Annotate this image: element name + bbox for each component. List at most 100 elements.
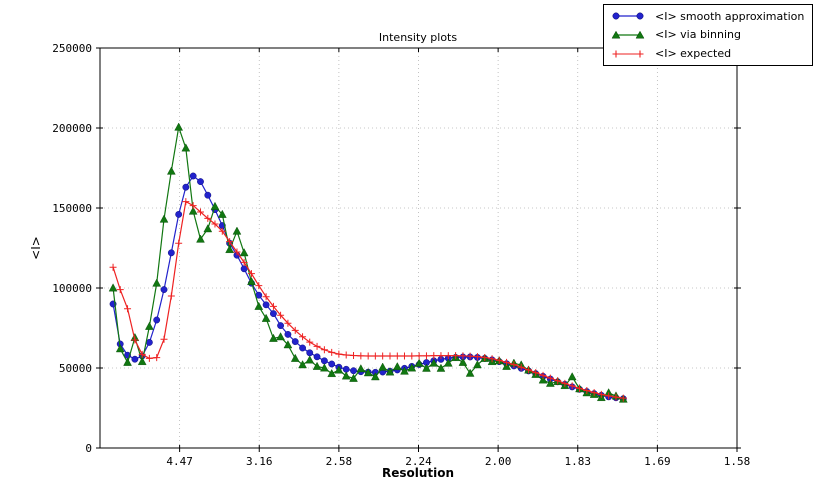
data-point-circle [284, 330, 292, 338]
data-point-triangle [167, 166, 176, 175]
data-point-triangle [159, 214, 169, 223]
data-point-plus [211, 220, 219, 228]
data-point-plus [247, 270, 255, 278]
data-point-circle [160, 286, 168, 293]
data-point-plus [269, 302, 277, 310]
data-point-plus [408, 352, 416, 360]
data-point-triangle [356, 364, 366, 373]
data-point-circle [350, 367, 357, 375]
data-point-plus [539, 371, 547, 379]
x-tick-label: 2.00 [485, 455, 512, 468]
data-point-plus [277, 311, 285, 319]
data-point-plus [597, 390, 605, 398]
data-point-circle [182, 183, 190, 191]
data-point-circle [167, 249, 175, 257]
data-point-triangle [276, 332, 285, 341]
data-point-triangle [225, 244, 234, 253]
data-point-circle [313, 353, 321, 361]
data-point-plus [495, 356, 503, 364]
data-point-triangle [363, 368, 373, 377]
data-point-circle [277, 322, 284, 329]
y-tick-label: 250000 [52, 42, 92, 55]
data-point-circle [328, 360, 336, 368]
data-point-circle [320, 357, 328, 365]
legend-marker-smooth-approximation-icon [612, 12, 644, 20]
data-point-plus [619, 394, 627, 402]
data-point-triangle [567, 372, 577, 381]
data-point-triangle [290, 353, 300, 362]
data-point-circle [197, 178, 204, 186]
data-point-triangle [473, 360, 482, 369]
data-point-plus [335, 350, 343, 358]
x-axis-label: Resolution [382, 466, 454, 480]
legend-item-label: <I> via binning [655, 28, 741, 42]
grid-layer [100, 48, 738, 448]
data-point-plus [510, 361, 518, 369]
data-point-plus [473, 353, 481, 361]
data-point-plus [444, 352, 452, 360]
data-point-plus [299, 333, 307, 341]
data-point-triangle [341, 371, 351, 380]
data-point-triangle [429, 358, 439, 367]
data-point-plus [240, 258, 248, 266]
data-point-plus [525, 366, 533, 374]
x-tick-label: 1.58 [724, 455, 751, 468]
y-tick-label: 0 [85, 442, 92, 455]
data-point-plus [196, 208, 204, 216]
data-point-plus [233, 248, 241, 256]
data-point-triangle [327, 368, 337, 377]
data-point-plus [481, 353, 489, 361]
y-tick-label: 50000 [59, 362, 92, 375]
data-point-plus [371, 352, 379, 360]
data-point-plus [568, 382, 576, 390]
y-tick-label: 200000 [52, 122, 92, 135]
data-point-triangle [378, 362, 388, 371]
data-point-plus [342, 351, 350, 359]
data-point-triangle [145, 321, 154, 330]
data-point-plus [503, 358, 511, 366]
data-point-plus [138, 350, 146, 358]
data-point-triangle [217, 209, 227, 218]
data-point-triangle [115, 344, 125, 353]
data-point-plus [124, 305, 132, 313]
data-point-plus [109, 263, 117, 271]
data-point-plus [364, 352, 372, 360]
data-point-plus [488, 355, 496, 363]
data-point-plus [291, 326, 299, 334]
data-point-circle [306, 349, 314, 357]
data-point-plus [583, 387, 591, 395]
data-point-plus [204, 214, 212, 222]
data-point-circle [204, 191, 212, 199]
data-point-triangle [283, 340, 293, 349]
data-point-circle [291, 338, 299, 345]
y-axis-label: <I> [29, 236, 43, 260]
data-point-triangle [436, 363, 446, 372]
data-point-plus [430, 352, 438, 360]
x-tick-label: 1.69 [644, 455, 671, 468]
data-point-triangle [247, 276, 256, 285]
data-point-triangle [392, 362, 402, 371]
x-tick-label: 4.47 [166, 455, 193, 468]
data-point-triangle [320, 363, 329, 372]
data-point-plus [466, 352, 474, 360]
data-point-triangle [108, 283, 118, 292]
legend: <I> smooth approximation <I> via binning… [603, 4, 813, 66]
data-point-triangle [123, 357, 132, 366]
y-tick-label: 150000 [52, 202, 92, 215]
data-point-triangle [385, 367, 395, 376]
data-point-plus [182, 198, 190, 206]
data-point-plus [131, 336, 139, 344]
data-point-triangle [305, 355, 315, 364]
data-point-triangle [334, 365, 344, 374]
data-point-triangle [152, 278, 162, 287]
legend-item-label: <I> smooth approximation [655, 9, 805, 23]
data-point-plus [532, 369, 540, 377]
data-point-plus [459, 352, 467, 360]
data-point-plus [218, 227, 226, 235]
data-point-plus [452, 352, 460, 360]
data-point-plus [357, 352, 365, 360]
data-point-plus [167, 292, 175, 300]
data-point-circle [175, 210, 183, 218]
data-point-plus [116, 286, 124, 294]
data-point-circle [262, 301, 270, 309]
